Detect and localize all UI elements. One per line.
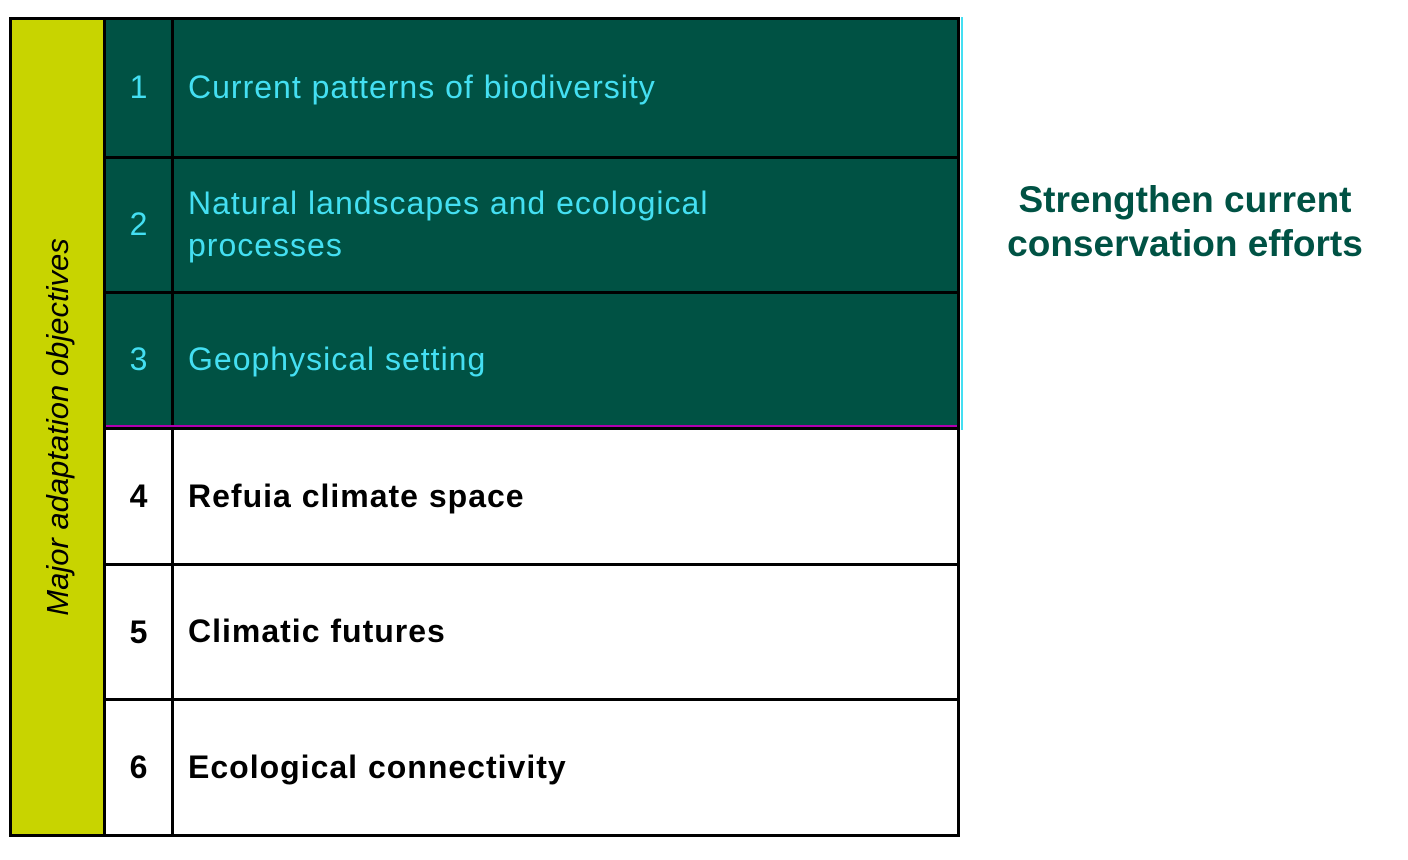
table-row: 1 Current patterns of biodiversity — [106, 20, 957, 156]
row-number: 4 — [106, 430, 174, 563]
row-label: Climatic futures — [188, 613, 446, 650]
table-row: 5 Climatic futures — [106, 562, 957, 699]
row-number: 5 — [106, 565, 174, 699]
row-number: 2 — [106, 158, 174, 292]
row-label: Refuia climate space — [188, 477, 525, 514]
group-bracket — [957, 17, 963, 430]
row-label: Ecological connectivity — [188, 748, 567, 785]
table-row: 3 Geophysical setting — [106, 291, 957, 427]
side-bar-label: Major adaptation objectives — [39, 238, 75, 616]
row-number: 1 — [106, 20, 174, 156]
row-label: Natural landscapes and ecological proces… — [188, 185, 709, 263]
objectives-table: 1 Current patterns of biodiversity 2 Nat… — [106, 17, 960, 837]
table-row: 4 Refuia climate space — [106, 427, 957, 563]
objectives-side-bar: Major adaptation objectives — [9, 17, 106, 837]
row-number: 3 — [106, 294, 174, 425]
table-row: 2 Natural landscapes and ecological proc… — [106, 155, 957, 292]
row-number: 6 — [106, 701, 174, 835]
row-label: Geophysical setting — [188, 340, 487, 377]
group-label: Strengthen current conservation efforts — [1007, 179, 1363, 265]
row-label: Current patterns of biodiversity — [188, 69, 656, 106]
table-row: 6 Ecological connectivity — [106, 698, 957, 835]
